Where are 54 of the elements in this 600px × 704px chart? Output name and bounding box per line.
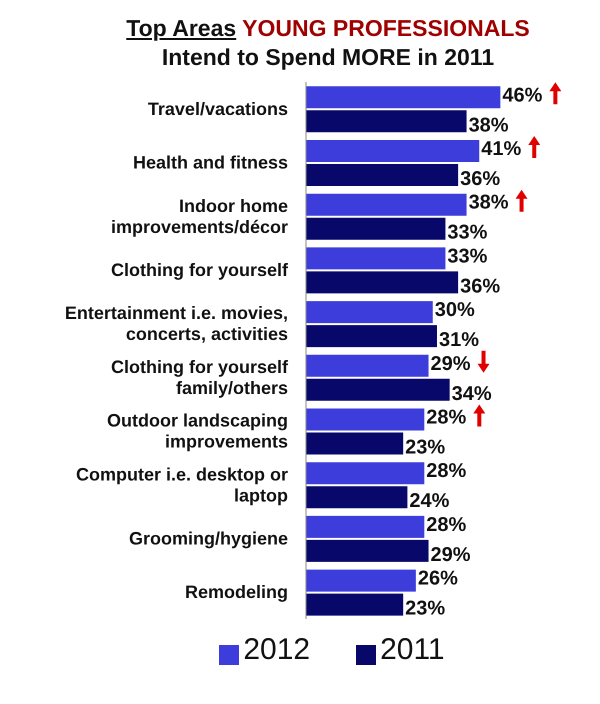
bar — [306, 594, 404, 616]
data-label: 30% — [434, 299, 476, 322]
data-label: 36% — [460, 275, 500, 298]
bar — [306, 486, 408, 508]
data-label: 29% — [430, 352, 471, 375]
bar — [306, 570, 416, 592]
data-label: 23% — [405, 598, 446, 620]
data-label: 36% — [460, 168, 500, 190]
data-label: 41% — [481, 138, 522, 160]
data-label: 33% — [447, 245, 488, 268]
bar — [306, 378, 450, 401]
legend-label: 2012 — [243, 633, 310, 666]
data-label: 29% — [430, 544, 471, 566]
y-tick-label: Computer i.e. desktop or laptop — [76, 464, 288, 506]
data-label: 28% — [426, 460, 467, 482]
chart-subtitle: Intend to Spend MORE in 2011 — [160, 43, 496, 72]
y-tick-label: Remodeling — [184, 582, 288, 602]
y-tick-label: Travel/vacations — [148, 98, 288, 119]
data-label: 24% — [409, 490, 450, 512]
y-tick-label: Grooming/hygiene — [128, 528, 288, 548]
bar — [306, 301, 433, 324]
data-label: 38% — [468, 114, 509, 136]
y-tick-label: Entertainment i.e. movies, concerts, activities — [64, 303, 288, 344]
bar — [306, 271, 458, 294]
bar — [306, 432, 404, 454]
bar — [306, 164, 458, 186]
data-label: 33% — [447, 222, 488, 244]
data-label: 26% — [418, 568, 458, 590]
data-label: 28% — [426, 406, 467, 428]
y-tick-label: Indoor home improvements/décor — [110, 196, 288, 237]
bar — [306, 462, 424, 484]
y-tick-label: Clothing for yourself — [111, 260, 289, 280]
data-label: 23% — [405, 436, 446, 458]
data-label: 34% — [452, 382, 492, 405]
bar — [306, 86, 500, 108]
chart-title: Top Areas YOUNG PROFESSIONALS — [126, 15, 530, 41]
bar — [306, 540, 429, 562]
data-label: 38% — [468, 192, 509, 214]
bar — [306, 247, 446, 270]
y-tick-label: Clothing for yourself family/others — [111, 356, 289, 398]
bar — [306, 218, 446, 240]
bar — [306, 110, 467, 132]
bar — [306, 516, 424, 538]
y-tick-label: Health and fitness — [132, 152, 288, 173]
bar — [306, 325, 437, 348]
y-tick-label: Outdoor landscaping improvements — [106, 410, 288, 452]
bar — [306, 408, 424, 430]
data-label: 31% — [438, 329, 480, 352]
bar — [306, 140, 480, 162]
legend-label: 2011 — [380, 633, 445, 666]
data-label: 46% — [502, 84, 543, 106]
bar — [306, 354, 429, 377]
data-label: 28% — [426, 514, 467, 536]
bar — [306, 194, 467, 216]
